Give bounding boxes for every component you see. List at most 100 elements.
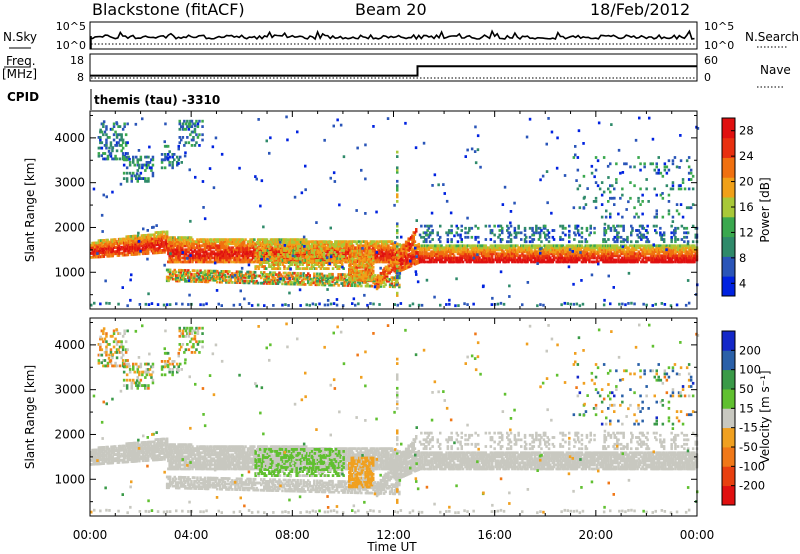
power-cell	[517, 248, 520, 252]
power-cell	[561, 260, 565, 264]
power-cell	[375, 275, 378, 279]
power-cell	[693, 256, 696, 260]
power-cell	[643, 252, 647, 256]
power-cell	[340, 282, 343, 285]
power-cell	[239, 250, 242, 254]
power-cell	[648, 258, 652, 262]
power-cell	[197, 276, 201, 280]
power-cell	[513, 226, 517, 230]
power-cell	[431, 254, 434, 258]
power-cell	[523, 233, 527, 237]
power-cell	[176, 276, 179, 279]
power-cell	[97, 251, 101, 255]
power-cell	[167, 270, 170, 274]
power-cell	[257, 267, 260, 270]
power-cell	[313, 276, 316, 279]
power-cell	[428, 260, 432, 264]
power-cell	[211, 252, 214, 256]
power-cell	[417, 253, 420, 256]
power-cell	[561, 231, 565, 235]
power-cell	[497, 258, 500, 262]
power-cell	[111, 252, 114, 256]
power-cell	[246, 260, 250, 264]
power-cell	[632, 244, 635, 248]
power-cell	[407, 261, 410, 265]
power-cell	[513, 254, 517, 258]
power-cell	[260, 252, 264, 256]
power-cell	[551, 235, 555, 239]
power-cell	[689, 246, 692, 250]
power-cell	[442, 252, 446, 256]
power-cell	[292, 251, 295, 254]
power-cell	[460, 256, 463, 260]
power-cell	[340, 273, 343, 276]
power-cell	[450, 256, 453, 260]
power-cell	[475, 258, 479, 262]
power-cell	[520, 250, 523, 254]
power-cell	[100, 241, 103, 244]
power-cell	[220, 271, 223, 275]
power-cell	[345, 246, 348, 250]
power-cell	[522, 250, 525, 254]
power-cell	[253, 242, 256, 246]
power-cell	[528, 256, 532, 260]
power-cell	[364, 260, 367, 264]
power-cell	[630, 258, 633, 262]
power-cell	[207, 244, 211, 248]
power-cell	[257, 257, 260, 260]
power-cell	[202, 256, 205, 260]
power-cell	[655, 224, 658, 228]
power-cell	[169, 246, 173, 250]
power-cell	[437, 238, 441, 241]
power-cell	[289, 263, 292, 266]
power-cell	[211, 276, 214, 280]
power-cell	[418, 248, 422, 252]
power-cell	[219, 244, 222, 248]
power-cell	[614, 260, 618, 264]
power-cell	[303, 267, 306, 270]
power-cell	[150, 233, 154, 237]
power-cell	[483, 258, 486, 262]
power-cell	[240, 244, 243, 248]
power-cell	[379, 246, 383, 250]
power-cell	[321, 242, 324, 246]
power-cell	[488, 260, 491, 264]
power-cell	[547, 248, 551, 252]
power-cell	[470, 246, 474, 250]
power-cell	[223, 275, 226, 279]
power-cell	[186, 260, 189, 264]
power-cell	[210, 256, 213, 260]
power-cell	[392, 252, 395, 256]
power-cell	[603, 250, 606, 254]
power-cell	[592, 254, 595, 258]
power-cell	[306, 265, 309, 268]
power-cell	[657, 244, 661, 248]
power-cell	[535, 229, 538, 232]
power-cell	[473, 252, 476, 256]
power-cell	[503, 252, 506, 256]
power-cell	[522, 256, 525, 260]
power-cell	[321, 240, 324, 244]
power-cell	[93, 245, 97, 249]
power-cell	[385, 248, 389, 252]
power-cell	[129, 235, 132, 238]
power-cell	[488, 254, 491, 258]
power-cell	[387, 278, 390, 281]
power-cell	[624, 258, 628, 262]
power-cell	[630, 224, 633, 228]
power-cell	[489, 229, 493, 232]
power-cell	[551, 260, 555, 264]
power-cell	[531, 238, 534, 241]
power-cell	[403, 249, 407, 252]
power-cell	[580, 246, 584, 250]
power-cell	[522, 244, 525, 248]
power-cell	[485, 258, 489, 262]
power-cell	[241, 279, 245, 283]
power-cell	[188, 238, 192, 242]
power-cell	[377, 242, 380, 246]
power-cell	[388, 240, 391, 244]
power-cell	[160, 234, 164, 238]
power-cell	[283, 259, 286, 262]
power-cell	[650, 250, 653, 254]
power-cell	[618, 248, 622, 252]
